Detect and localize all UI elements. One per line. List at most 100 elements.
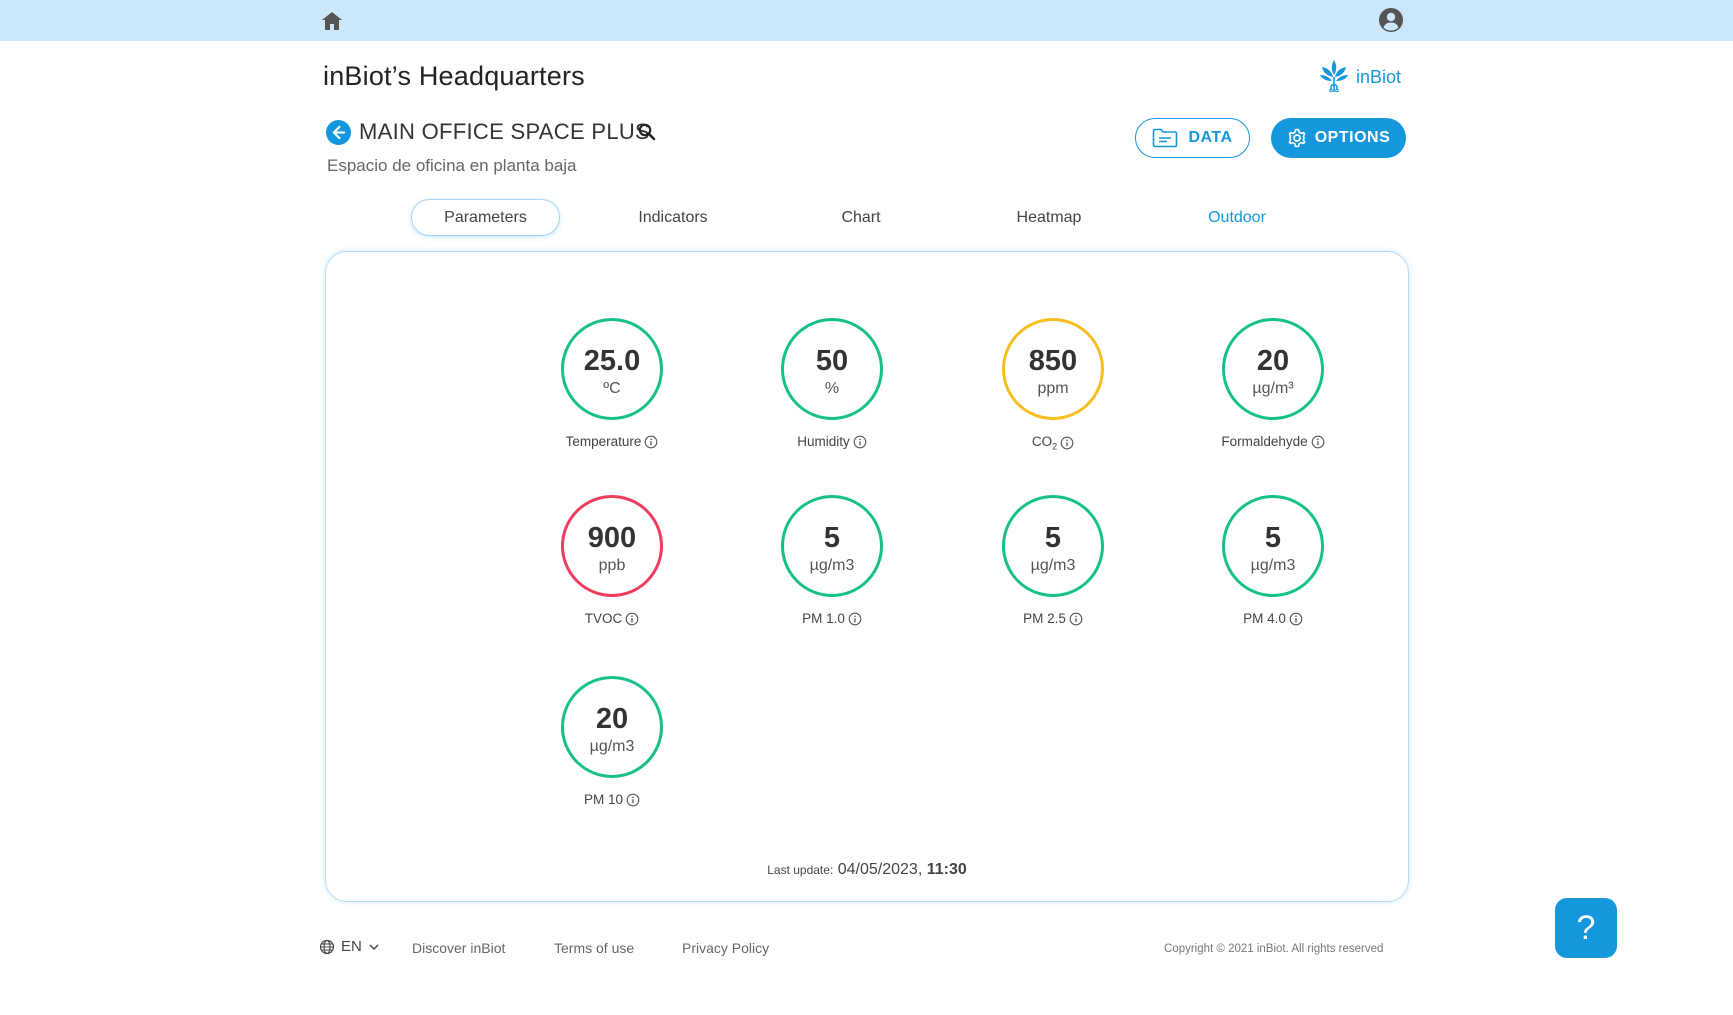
language-label: EN bbox=[341, 938, 362, 955]
gauge-label-text: TVOC bbox=[584, 611, 623, 626]
gauge-pm10[interactable]: 20 µg/m3 PM 10 bbox=[532, 676, 692, 809]
tab-parameters[interactable]: Parameters bbox=[411, 199, 560, 236]
gauge-unit: µg/m3 bbox=[809, 557, 855, 574]
info-icon[interactable] bbox=[625, 612, 639, 626]
last-update-label: Last update: bbox=[767, 863, 834, 877]
brand-logo: inBiot bbox=[1318, 58, 1401, 96]
gauge-label-text: PM 4.0 bbox=[1243, 611, 1286, 626]
gauge-label: PM 10 bbox=[584, 792, 640, 807]
options-button-label: OPTIONS bbox=[1314, 129, 1391, 146]
gauge-temperature[interactable]: 25.0 ºC Temperature bbox=[532, 318, 692, 451]
space-title: MAIN OFFICE SPACE PLUS bbox=[359, 119, 651, 144]
co2-subscript: 2 bbox=[1052, 441, 1058, 452]
gauge-unit: µg/m3 bbox=[1030, 557, 1076, 574]
back-button[interactable] bbox=[326, 120, 351, 145]
inbiot-logo-icon bbox=[1320, 60, 1348, 93]
gauge-value: 850 bbox=[1028, 345, 1078, 377]
info-icon[interactable] bbox=[1311, 435, 1325, 449]
gauge-label-text: CO2 bbox=[1032, 434, 1057, 452]
info-icon[interactable] bbox=[848, 612, 862, 626]
gauge-pm1[interactable]: 5 µg/m3 PM 1.0 bbox=[752, 495, 912, 628]
gauge-ring: 850 ppm bbox=[1002, 318, 1104, 420]
footer-link-terms[interactable]: Terms of use bbox=[554, 940, 635, 956]
tab-heatmap[interactable]: Heatmap bbox=[1016, 208, 1082, 226]
gauge-ring: 5 µg/m3 bbox=[1222, 495, 1324, 597]
gauge-label-text: Formaldehyde bbox=[1221, 434, 1308, 449]
data-button[interactable]: DATA bbox=[1135, 118, 1250, 158]
last-update-date: 04/05/2023, bbox=[837, 861, 923, 878]
arrow-left-icon bbox=[332, 125, 346, 140]
info-icon[interactable] bbox=[1069, 612, 1083, 626]
options-button[interactable]: OPTIONS bbox=[1271, 118, 1406, 158]
gauge-value: 20 bbox=[595, 703, 629, 735]
brand-name: inBiot bbox=[1356, 66, 1402, 87]
data-button-label: DATA bbox=[1188, 129, 1233, 146]
info-icon[interactable] bbox=[1289, 612, 1303, 626]
gauge-ring: 25.0 ºC bbox=[561, 318, 663, 420]
gauge-co2[interactable]: 850 ppm CO2 bbox=[973, 318, 1133, 452]
gauge-value: 50 bbox=[815, 345, 849, 377]
globe-icon bbox=[319, 939, 335, 954]
gauge-pm4[interactable]: 5 µg/m3 PM 4.0 bbox=[1193, 495, 1353, 628]
gauge-label: Humidity bbox=[797, 434, 867, 449]
gauge-value: 25.0 bbox=[583, 345, 641, 377]
parameters-panel: 25.0 ºC Temperature 50 % Humidity 850 pp… bbox=[325, 251, 1409, 902]
gauge-label: Temperature bbox=[566, 434, 659, 449]
gauge-unit: ºC bbox=[603, 380, 621, 397]
top-bar bbox=[0, 0, 1733, 41]
site-title: inBiot’s Headquarters bbox=[323, 61, 585, 91]
gauge-unit: µg/m3 bbox=[589, 738, 635, 755]
gauge-formaldehyde[interactable]: 20 µg/m³ Formaldehyde bbox=[1193, 318, 1353, 451]
tab-outdoor[interactable]: Outdoor bbox=[1208, 208, 1266, 226]
user-account-icon[interactable] bbox=[1378, 7, 1404, 33]
gauge-value: 900 bbox=[587, 522, 637, 554]
gauge-pm25[interactable]: 5 µg/m3 PM 2.5 bbox=[973, 495, 1133, 628]
gauge-unit: % bbox=[824, 380, 840, 397]
info-icon[interactable] bbox=[1060, 436, 1074, 450]
footer-link-discover[interactable]: Discover inBiot bbox=[412, 940, 506, 956]
gauge-label-text: PM 10 bbox=[583, 792, 624, 807]
gauge-unit: µg/m3 bbox=[1250, 557, 1296, 574]
gauge-unit: ppb bbox=[598, 557, 626, 574]
gauge-value: 20 bbox=[1256, 345, 1290, 377]
gauge-label-text: PM 2.5 bbox=[1023, 611, 1066, 626]
gauge-label: CO2 bbox=[1032, 434, 1074, 452]
gauge-label: PM 2.5 bbox=[1023, 611, 1083, 626]
gauge-label: Formaldehyde bbox=[1221, 434, 1324, 449]
folder-icon bbox=[1153, 128, 1178, 148]
footer-link-privacy[interactable]: Privacy Policy bbox=[682, 940, 770, 956]
space-subtitle: Espacio de oficina en planta baja bbox=[327, 156, 577, 175]
gauge-value: 5 bbox=[1264, 522, 1282, 554]
gauge-unit: ppm bbox=[1037, 380, 1069, 397]
gauge-humidity[interactable]: 50 % Humidity bbox=[752, 318, 912, 451]
gear-icon bbox=[1288, 128, 1306, 148]
chevron-down-icon bbox=[369, 943, 379, 950]
info-icon[interactable] bbox=[626, 793, 640, 807]
info-icon[interactable] bbox=[644, 435, 658, 449]
gauge-label-text: Temperature bbox=[565, 434, 642, 449]
gauge-ring: 20 µg/m³ bbox=[1222, 318, 1324, 420]
gauge-label: PM 1.0 bbox=[802, 611, 862, 626]
gauge-unit: µg/m³ bbox=[1252, 380, 1294, 397]
gauge-value: 5 bbox=[1044, 522, 1062, 554]
gauge-tvoc[interactable]: 900 ppb TVOC bbox=[532, 495, 692, 628]
gauge-label-text: PM 1.0 bbox=[802, 611, 845, 626]
help-button[interactable]: ? bbox=[1555, 898, 1617, 958]
language-selector[interactable]: EN bbox=[319, 938, 380, 955]
tab-chart[interactable]: Chart bbox=[841, 208, 881, 226]
copyright-text: Copyright © 2021 inBiot. All rights rese… bbox=[1164, 943, 1384, 955]
search-icon[interactable] bbox=[637, 122, 657, 142]
gauge-label-text: Humidity bbox=[797, 434, 850, 449]
info-icon[interactable] bbox=[853, 435, 867, 449]
gauge-label: PM 4.0 bbox=[1243, 611, 1303, 626]
gauge-ring: 50 % bbox=[781, 318, 883, 420]
last-update-time: 11:30 bbox=[926, 861, 967, 878]
gauge-ring: 900 ppb bbox=[561, 495, 663, 597]
tab-indicators[interactable]: Indicators bbox=[638, 208, 708, 226]
home-icon[interactable] bbox=[320, 9, 344, 33]
gauge-value: 5 bbox=[823, 522, 841, 554]
co2-text: CO bbox=[1031, 434, 1053, 449]
gauge-label: TVOC bbox=[585, 611, 640, 626]
gauge-ring: 5 µg/m3 bbox=[1002, 495, 1104, 597]
last-update: Last update: 04/05/2023, 11:30 bbox=[326, 861, 1408, 879]
